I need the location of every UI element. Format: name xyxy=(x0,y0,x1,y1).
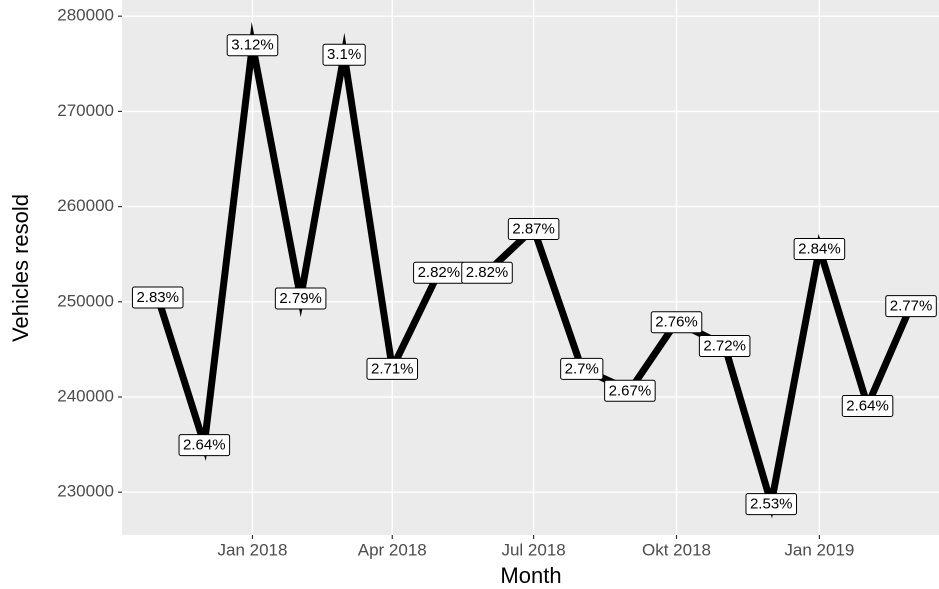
point-label: 2.77% xyxy=(885,295,937,318)
label-box xyxy=(131,286,184,309)
point-label-text: 2.76% xyxy=(655,314,698,331)
label-box xyxy=(560,357,604,380)
label-box xyxy=(178,434,231,457)
point-label: 2.82% xyxy=(461,261,513,284)
label-box xyxy=(650,311,703,334)
point-label: 2.71% xyxy=(366,357,419,380)
point-label-text: 2.64% xyxy=(183,437,226,454)
point-label: 2.53% xyxy=(745,493,798,516)
y-axis-title: Vehicles resold xyxy=(8,194,33,342)
label-box xyxy=(604,379,656,402)
point-label: 2.79% xyxy=(274,287,327,310)
label-box xyxy=(322,43,366,66)
label-box xyxy=(507,217,560,240)
point-label-text: 3.1% xyxy=(327,46,361,63)
point-label: 3.1% xyxy=(322,43,366,66)
y-tick-label: 230000 xyxy=(57,482,114,501)
point-label-text: 2.79% xyxy=(279,290,322,307)
point-label-text: 2.82% xyxy=(466,264,509,281)
point-label-text: 3.12% xyxy=(231,37,274,54)
label-box xyxy=(366,357,419,380)
label-box xyxy=(793,237,846,260)
point-label: 2.83% xyxy=(131,286,184,309)
point-label-text: 2.72% xyxy=(703,338,746,355)
point-label-text: 2.7% xyxy=(565,360,599,377)
label-box xyxy=(745,493,798,516)
grid xyxy=(122,0,939,535)
label-box xyxy=(698,335,751,358)
y-tick-label: 240000 xyxy=(57,386,114,405)
label-box xyxy=(226,34,279,57)
y-tick-label: 270000 xyxy=(57,101,114,120)
point-label: 2.64% xyxy=(841,395,894,418)
point-label: 2.76% xyxy=(650,311,703,334)
x-tick-label: Jan 2018 xyxy=(217,540,287,559)
point-label-text: 2.82% xyxy=(418,264,461,281)
point-label: 2.67% xyxy=(604,379,656,402)
point-label-text: 2.64% xyxy=(846,398,889,415)
point-label: 2.7% xyxy=(560,357,604,380)
y-tick-label: 260000 xyxy=(57,196,114,215)
marks: 2.83% 2.64% 3.12% 2.79% 3.1% 2.71% 2.82% 2.82% 2… xyxy=(131,21,937,519)
point-label-text: 2.83% xyxy=(136,289,179,306)
point-label-text: 2.87% xyxy=(512,220,555,237)
label-box xyxy=(841,395,894,418)
point-label-text: 2.77% xyxy=(890,298,933,315)
point-label: 3.12% xyxy=(226,34,279,57)
point-label: 2.82% xyxy=(413,261,465,284)
point-label-text: 2.53% xyxy=(750,496,793,513)
point-label-text: 2.84% xyxy=(798,240,841,257)
x-tick-label: Apr 2018 xyxy=(358,540,427,559)
y-tick-label: 250000 xyxy=(57,291,114,310)
x-tick-label: Jul 2018 xyxy=(501,540,565,559)
point-label: 2.87% xyxy=(507,217,560,240)
point-label: 2.84% xyxy=(793,237,846,260)
label-box xyxy=(885,295,937,318)
x-tick-label: Okt 2018 xyxy=(642,540,711,559)
label-box xyxy=(274,287,327,310)
label-box xyxy=(461,261,513,284)
point-label-text: 2.71% xyxy=(371,360,414,377)
point-label: 2.64% xyxy=(178,434,231,457)
x-axis-title: Month xyxy=(500,563,561,588)
y-tick-label: 280000 xyxy=(57,6,114,25)
x-tick-label: Jan 2019 xyxy=(784,540,854,559)
point-label-text: 2.67% xyxy=(609,382,652,399)
point-label: 2.72% xyxy=(698,335,751,358)
